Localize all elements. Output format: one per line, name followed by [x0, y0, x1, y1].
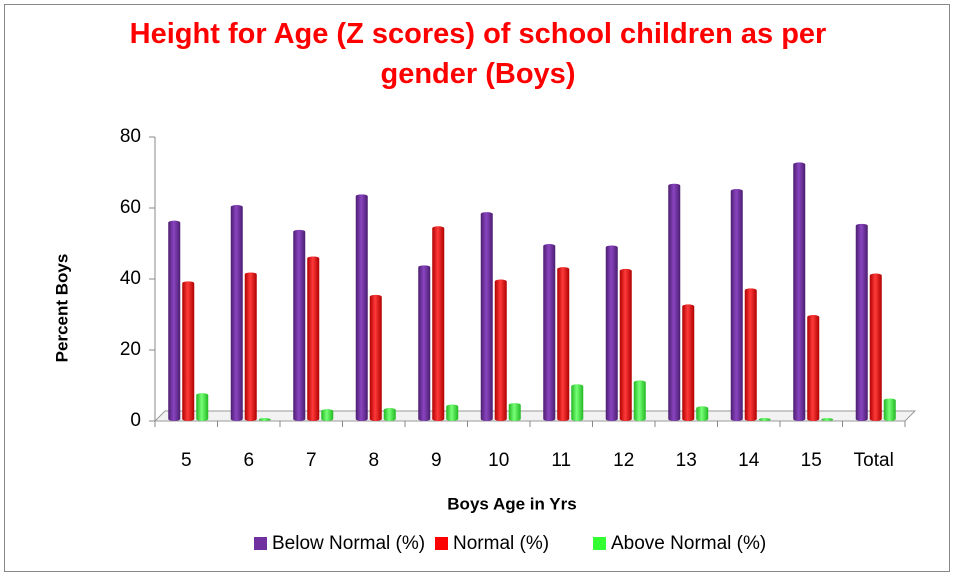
legend-label: Below Normal (%) [272, 533, 425, 554]
bar [418, 265, 431, 421]
bar [244, 272, 257, 421]
y-tick-label: 40 [120, 268, 141, 289]
bar [730, 189, 743, 421]
x-tick-label: 12 [613, 450, 634, 471]
y-tick-label: 80 [120, 126, 141, 147]
bar [230, 205, 243, 421]
x-tick-label: 13 [676, 450, 697, 471]
bar [557, 267, 570, 421]
bar [355, 194, 368, 421]
bar [293, 229, 306, 421]
bar [508, 403, 521, 421]
bar [883, 398, 896, 421]
x-tick-label: 9 [431, 450, 442, 471]
bar [383, 408, 396, 421]
bar [633, 380, 646, 421]
bar [793, 162, 806, 421]
y-tick-label: 60 [120, 197, 141, 218]
bar [668, 183, 681, 421]
bar [682, 304, 695, 421]
x-tick-label: 11 [551, 450, 571, 471]
bar [432, 226, 445, 421]
x-tick-label: Total [854, 450, 894, 471]
legend-swatch [254, 537, 267, 550]
x-tick-label: 8 [368, 450, 379, 471]
bar [196, 393, 209, 421]
bar [369, 294, 382, 421]
x-tick-label: 5 [181, 450, 192, 471]
bar [446, 404, 459, 421]
x-tick-label: 14 [738, 450, 760, 471]
chart-frame [4, 4, 950, 572]
legend-swatch [593, 537, 606, 550]
y-axis-title: Percent Boys [52, 254, 71, 363]
bar [869, 273, 882, 421]
y-tick-label: 20 [120, 339, 141, 360]
bar [571, 384, 584, 421]
legend-swatch [435, 537, 448, 550]
bar [855, 223, 868, 421]
x-tick-label: 7 [306, 450, 317, 471]
bar [807, 315, 820, 421]
bar [182, 281, 195, 421]
legend-label: Normal (%) [453, 533, 549, 554]
bar [321, 409, 334, 421]
chart-title: Height for Age (Z scores) of school chil… [129, 18, 827, 90]
bar [744, 288, 757, 421]
bar [168, 220, 181, 421]
bar [821, 418, 834, 421]
bar [480, 212, 493, 421]
x-tick-label: 6 [243, 450, 254, 471]
legend-label: Above Normal (%) [611, 533, 766, 554]
x-tick-label: 15 [801, 450, 822, 471]
x-axis-title: Boys Age in Yrs [447, 494, 576, 513]
bar [758, 418, 771, 421]
bar [258, 418, 271, 421]
bar [494, 279, 507, 421]
bar [619, 268, 632, 421]
x-tick-label: 10 [488, 450, 509, 471]
bar [696, 406, 709, 421]
bar [307, 256, 320, 421]
bar [605, 245, 618, 421]
bar [543, 244, 556, 421]
y-tick-label: 0 [130, 410, 141, 431]
